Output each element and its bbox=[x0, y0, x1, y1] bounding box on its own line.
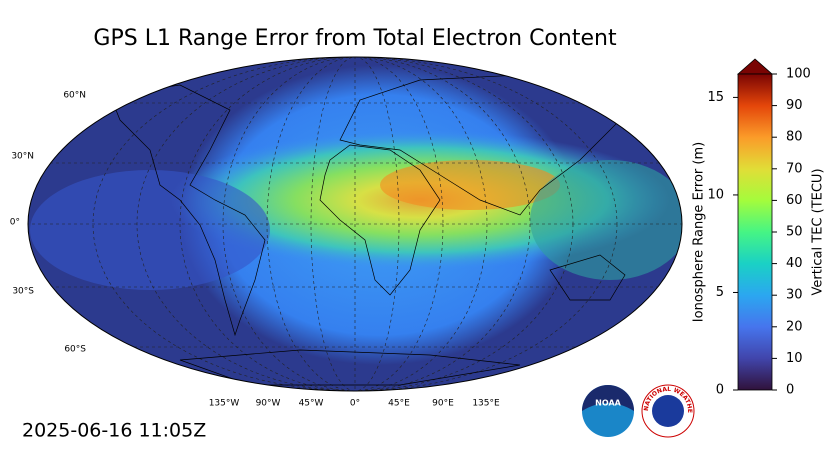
lat-label: 0° bbox=[10, 218, 20, 228]
tick-label: 80 bbox=[786, 130, 803, 145]
lon-label: 0° bbox=[350, 399, 360, 409]
lon-label: 45°E bbox=[388, 399, 410, 409]
tick-label: 0 bbox=[786, 383, 794, 398]
tick-label: 40 bbox=[786, 256, 803, 271]
lon-label: 90°E bbox=[432, 399, 454, 409]
tec-map bbox=[28, 57, 682, 391]
colorbar bbox=[737, 73, 773, 391]
tick-label: 0 bbox=[716, 383, 724, 398]
tick-label: 100 bbox=[786, 67, 811, 82]
lat-label: 30°N bbox=[11, 152, 34, 162]
lon-label: 45°W bbox=[299, 399, 324, 409]
globe-outline bbox=[27, 56, 683, 392]
noaa-text: NOAA bbox=[595, 399, 621, 408]
tick-label: 10 bbox=[707, 187, 724, 202]
tec-label: Vertical TEC (TECU) bbox=[811, 168, 826, 295]
tick-label: 15 bbox=[707, 90, 724, 105]
tick-label: 90 bbox=[786, 98, 803, 113]
tick-label: 20 bbox=[786, 319, 803, 334]
lat-label: 60°S bbox=[64, 345, 86, 355]
lon-label: 135°E bbox=[472, 399, 500, 409]
tick-label: 5 bbox=[716, 285, 724, 300]
tick-label: 60 bbox=[786, 193, 803, 208]
title: GPS L1 Range Error from Total Electron C… bbox=[93, 26, 617, 51]
lat-label: 60°N bbox=[63, 91, 86, 101]
colorbar-extend bbox=[736, 58, 774, 75]
tick-label: 70 bbox=[786, 161, 803, 176]
range-error-label: Ionosphere Range Error (m) bbox=[692, 142, 707, 322]
timestamp: 2025-06-16 11:05Z bbox=[22, 420, 206, 442]
noaa-logo: NOAA bbox=[582, 385, 634, 437]
lat-label: 30°S bbox=[12, 287, 34, 297]
lon-label: 90°W bbox=[256, 399, 281, 409]
tick-label: 10 bbox=[786, 351, 803, 366]
tick-label: 50 bbox=[786, 225, 803, 240]
lon-label: 135°W bbox=[209, 399, 240, 409]
tick-label: 30 bbox=[786, 288, 803, 303]
